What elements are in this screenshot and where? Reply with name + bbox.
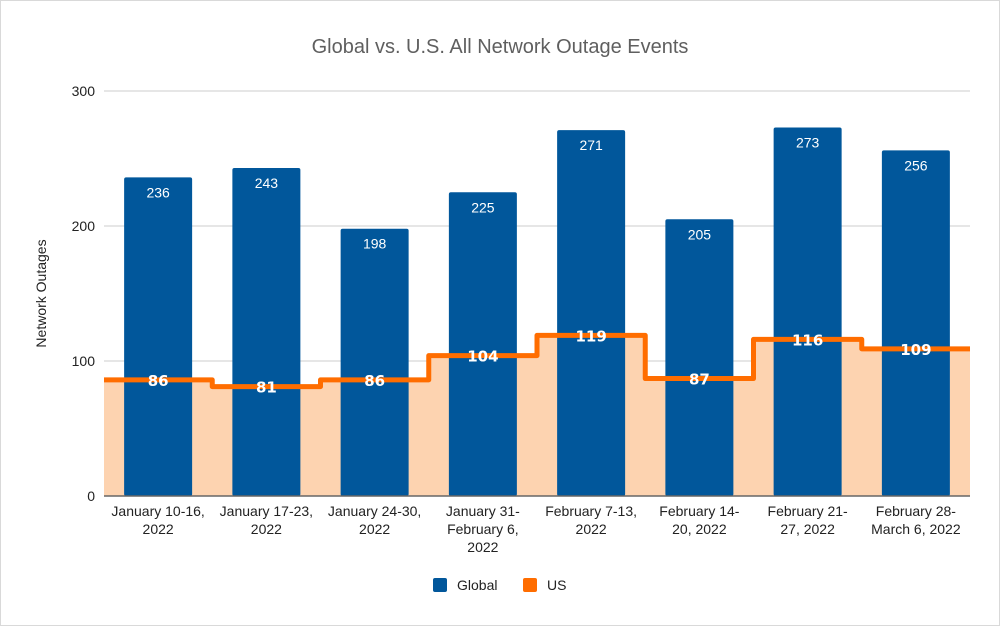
- x-category-line: February 7-13,: [545, 503, 637, 519]
- x-category-line: February 28-: [876, 503, 956, 519]
- x-category-label: January 31- February 6, 2022: [446, 503, 520, 555]
- us-data-label: 119: [575, 327, 606, 345]
- us-data-label: 86: [364, 372, 385, 390]
- us-data-label: 86: [148, 372, 169, 390]
- x-category-label: February 7-13, 2022: [545, 503, 637, 537]
- global-data-label: 243: [255, 175, 279, 191]
- legend-swatch-global: [433, 578, 447, 592]
- us-step-line: [104, 332, 970, 390]
- legend-label-us: US: [547, 577, 566, 593]
- x-category-line: 20, 2022: [672, 521, 727, 537]
- us-data-label: 104: [467, 348, 498, 366]
- global-data-label: 271: [579, 137, 603, 153]
- x-category-line: January 17-23,: [220, 503, 313, 519]
- x-category-line: January 24-30,: [328, 503, 421, 519]
- y-tick-label: 200: [72, 218, 96, 234]
- us-line: [104, 332, 970, 390]
- x-category-line: 2022: [143, 521, 174, 537]
- chart-title: Global vs. U.S. All Network Outage Event…: [312, 36, 689, 58]
- x-category-label: January 10-16, 2022: [111, 503, 204, 537]
- legend-label-global: Global: [457, 577, 497, 593]
- x-category-label: January 24-30, 2022: [328, 503, 421, 537]
- x-category-line: February 21-: [768, 503, 848, 519]
- us-data-label: 116: [792, 331, 823, 349]
- y-tick-label: 100: [72, 353, 96, 369]
- x-category-label: February 14- 20, 2022: [659, 503, 739, 537]
- global-bar: [232, 167, 301, 496]
- global-bar: [124, 177, 193, 496]
- x-category-label: February 21- 27, 2022: [768, 503, 848, 537]
- global-bar: [773, 127, 842, 496]
- y-axis-ticks: 0 100 200 300: [72, 83, 96, 504]
- us-data-label: 109: [900, 341, 931, 359]
- x-category-line: 2022: [359, 521, 390, 537]
- us-data-labels: 86 81 86 104 119 87 116 109: [148, 327, 932, 396]
- global-data-label: 225: [471, 199, 495, 215]
- x-category-line: February 6,: [447, 521, 519, 537]
- x-category-line: February 14-: [659, 503, 739, 519]
- global-data-label: 236: [146, 184, 170, 200]
- x-category-line: 27, 2022: [780, 521, 835, 537]
- global-bar: [448, 192, 517, 496]
- global-bar: [340, 228, 409, 496]
- global-bar: [557, 130, 626, 496]
- global-data-labels: 236 243 198 225 271 205 273 256: [146, 134, 927, 251]
- x-category-line: 2022: [576, 521, 607, 537]
- global-data-label: 198: [363, 236, 387, 252]
- x-category-line: 2022: [251, 521, 282, 537]
- x-category-line: March 6, 2022: [871, 521, 961, 537]
- global-data-label: 273: [796, 134, 820, 150]
- x-category-line: January 10-16,: [111, 503, 204, 519]
- y-axis-label: Network Outages: [33, 239, 49, 347]
- x-category-label: January 17-23, 2022: [220, 503, 313, 537]
- global-bar: [881, 150, 950, 496]
- legend: Global US: [433, 577, 566, 593]
- global-data-label: 205: [688, 226, 712, 242]
- us-data-label: 87: [689, 371, 710, 389]
- legend-item-global[interactable]: Global: [433, 577, 497, 593]
- y-tick-label: 300: [72, 83, 96, 99]
- global-data-label: 256: [904, 157, 928, 173]
- legend-item-us[interactable]: US: [523, 577, 566, 593]
- us-data-label: 81: [256, 379, 277, 397]
- global-bars: [124, 127, 950, 496]
- global-bar: [665, 219, 734, 496]
- x-category-line: January 31-: [446, 503, 520, 519]
- x-category-label: February 28- March 6, 2022: [871, 503, 961, 537]
- x-category-line: 2022: [467, 539, 498, 555]
- legend-swatch-us: [523, 578, 537, 592]
- y-tick-label: 0: [87, 488, 95, 504]
